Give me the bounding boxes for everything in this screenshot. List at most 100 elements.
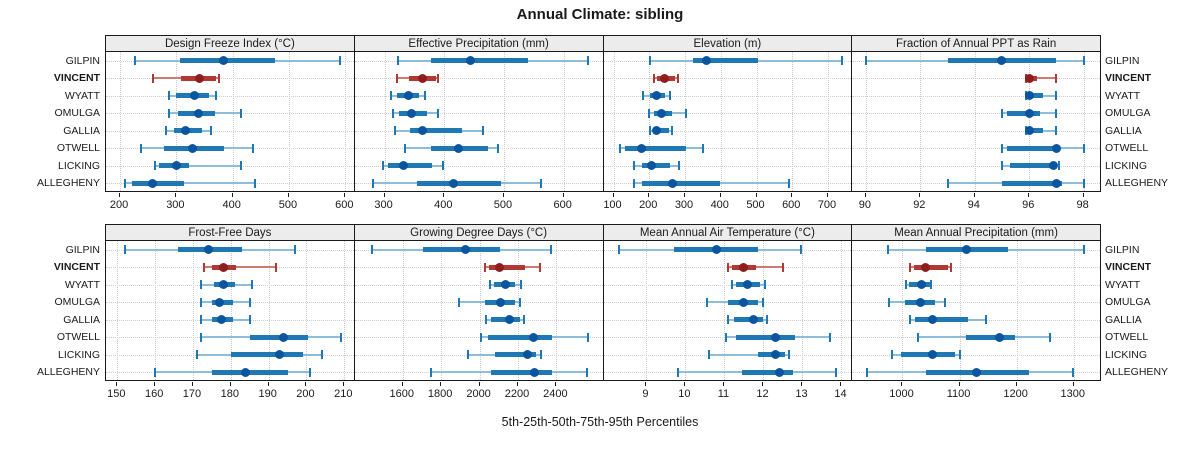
h-gridline bbox=[852, 284, 1100, 286]
whisker-cap bbox=[251, 143, 254, 153]
v-gridline bbox=[1016, 241, 1018, 380]
whisker-cap bbox=[338, 56, 341, 66]
axis-tick-label: 100 bbox=[603, 199, 622, 211]
iqr-bar bbox=[494, 352, 537, 358]
median-dot bbox=[529, 367, 539, 377]
whisker-cap bbox=[309, 367, 312, 377]
whisker-cap bbox=[489, 280, 492, 290]
chart-caption: 5th-25th-50th-75th-95th Percentiles bbox=[501, 415, 699, 429]
axis-tick-label: 10 bbox=[678, 388, 691, 400]
median-dot bbox=[668, 178, 678, 188]
median-dot bbox=[500, 280, 510, 290]
h-gridline bbox=[852, 267, 1100, 269]
h-gridline bbox=[852, 95, 1100, 97]
median-dot bbox=[659, 73, 669, 83]
axis-tick bbox=[154, 382, 156, 386]
whisker-cap bbox=[834, 367, 837, 377]
iqr-bar bbox=[652, 128, 669, 134]
whisker-cap bbox=[1000, 143, 1003, 153]
site-label-left-omulga: OMULGA bbox=[54, 296, 100, 309]
whisker-cap bbox=[727, 315, 730, 325]
median-dot bbox=[214, 297, 224, 307]
panel-plot-mean-annual-air-temperature-c bbox=[602, 241, 853, 381]
axis-tick-label: 300 bbox=[674, 199, 694, 211]
whisker-cap bbox=[442, 161, 445, 171]
median-dot bbox=[1051, 178, 1061, 188]
axis-tick bbox=[958, 382, 960, 386]
site-label-left-wyatt: WYATT bbox=[64, 278, 100, 291]
median-dot bbox=[466, 56, 476, 66]
axis-tick-label: 1600 bbox=[389, 388, 414, 400]
whisker-cap bbox=[396, 56, 399, 66]
iqr-bar bbox=[489, 264, 525, 270]
v-gridline bbox=[828, 52, 829, 191]
whisker-cap bbox=[1055, 126, 1058, 136]
axis-tick-label: 400 bbox=[434, 199, 453, 211]
axis-tick-label: 9 bbox=[642, 388, 649, 400]
axis-tick-label: 90 bbox=[858, 199, 871, 211]
whisker-cap bbox=[497, 143, 500, 153]
median-dot bbox=[915, 297, 925, 307]
v-gridline bbox=[444, 52, 446, 191]
v-gridline bbox=[646, 241, 648, 380]
v-gridline bbox=[563, 52, 565, 191]
site-label-left-licking: LICKING bbox=[57, 348, 100, 361]
whisker-cap bbox=[1082, 178, 1085, 188]
site-label-right-vincent: VINCENT bbox=[1105, 261, 1152, 274]
median-dot bbox=[749, 315, 759, 325]
axis-tick bbox=[116, 382, 118, 386]
v-gridline bbox=[192, 241, 194, 380]
axis-tick-label: 300 bbox=[374, 199, 393, 211]
median-dot bbox=[739, 297, 749, 307]
whisker-line bbox=[204, 266, 277, 269]
v-gridline bbox=[120, 52, 122, 191]
iqr-bar bbox=[642, 163, 670, 169]
panel-strip-mean-annual-precipitation-mm: Mean Annual Precipitation (mm) bbox=[851, 224, 1101, 241]
h-gridline bbox=[852, 165, 1100, 167]
site-label-left-allegheny: ALLEGHENY bbox=[36, 177, 100, 190]
whisker-line bbox=[154, 164, 241, 167]
axis-tick bbox=[648, 193, 650, 197]
iqr-bar bbox=[1029, 128, 1043, 134]
axis-tick-label: 600 bbox=[782, 199, 801, 211]
v-gridline bbox=[503, 52, 505, 191]
whisker-cap bbox=[799, 245, 802, 255]
whisker-cap bbox=[1058, 161, 1061, 171]
whisker-cap bbox=[762, 297, 765, 307]
site-label-right-gallia: GALLIA bbox=[1105, 313, 1142, 326]
axis-tick bbox=[344, 193, 346, 197]
site-label-right-gilpin: GILPIN bbox=[1105, 243, 1140, 256]
iqr-bar bbox=[915, 317, 969, 323]
median-dot bbox=[774, 367, 784, 377]
axis-tick-label: 14 bbox=[834, 388, 847, 400]
panel-plot-effective-precipitation-mm bbox=[353, 52, 604, 192]
whisker-cap bbox=[320, 350, 323, 360]
x-axis-effective-precipitation-mm: 300 400 500 600 bbox=[354, 193, 604, 215]
whisker-cap bbox=[731, 280, 734, 290]
v-gridline bbox=[920, 52, 922, 191]
whisker-cap bbox=[124, 178, 127, 188]
median-dot bbox=[651, 126, 661, 136]
whisker-cap bbox=[210, 126, 213, 136]
whisker-cap bbox=[1083, 245, 1086, 255]
whisker-cap bbox=[154, 367, 157, 377]
whisker-cap bbox=[1082, 56, 1085, 66]
v-gridline bbox=[685, 241, 687, 380]
axis-tick bbox=[383, 193, 385, 197]
v-gridline bbox=[1029, 52, 1031, 191]
whisker-cap bbox=[467, 350, 470, 360]
whisker-cap bbox=[707, 350, 710, 360]
site-label-right-allegheny: ALLEGHENY bbox=[1105, 177, 1169, 190]
axis-tick bbox=[762, 382, 764, 386]
median-dot bbox=[496, 297, 506, 307]
median-dot bbox=[188, 143, 198, 153]
whisker-cap bbox=[652, 73, 655, 83]
whisker-cap bbox=[199, 332, 202, 342]
axis-tick-label: 2200 bbox=[504, 388, 530, 400]
axis-tick-label: 1800 bbox=[427, 388, 453, 400]
h-gridline bbox=[603, 130, 852, 132]
whisker-cap bbox=[648, 126, 651, 136]
axis-tick-label: 500 bbox=[746, 199, 765, 211]
axis-tick-label: 200 bbox=[109, 199, 129, 211]
median-dot bbox=[218, 262, 228, 272]
